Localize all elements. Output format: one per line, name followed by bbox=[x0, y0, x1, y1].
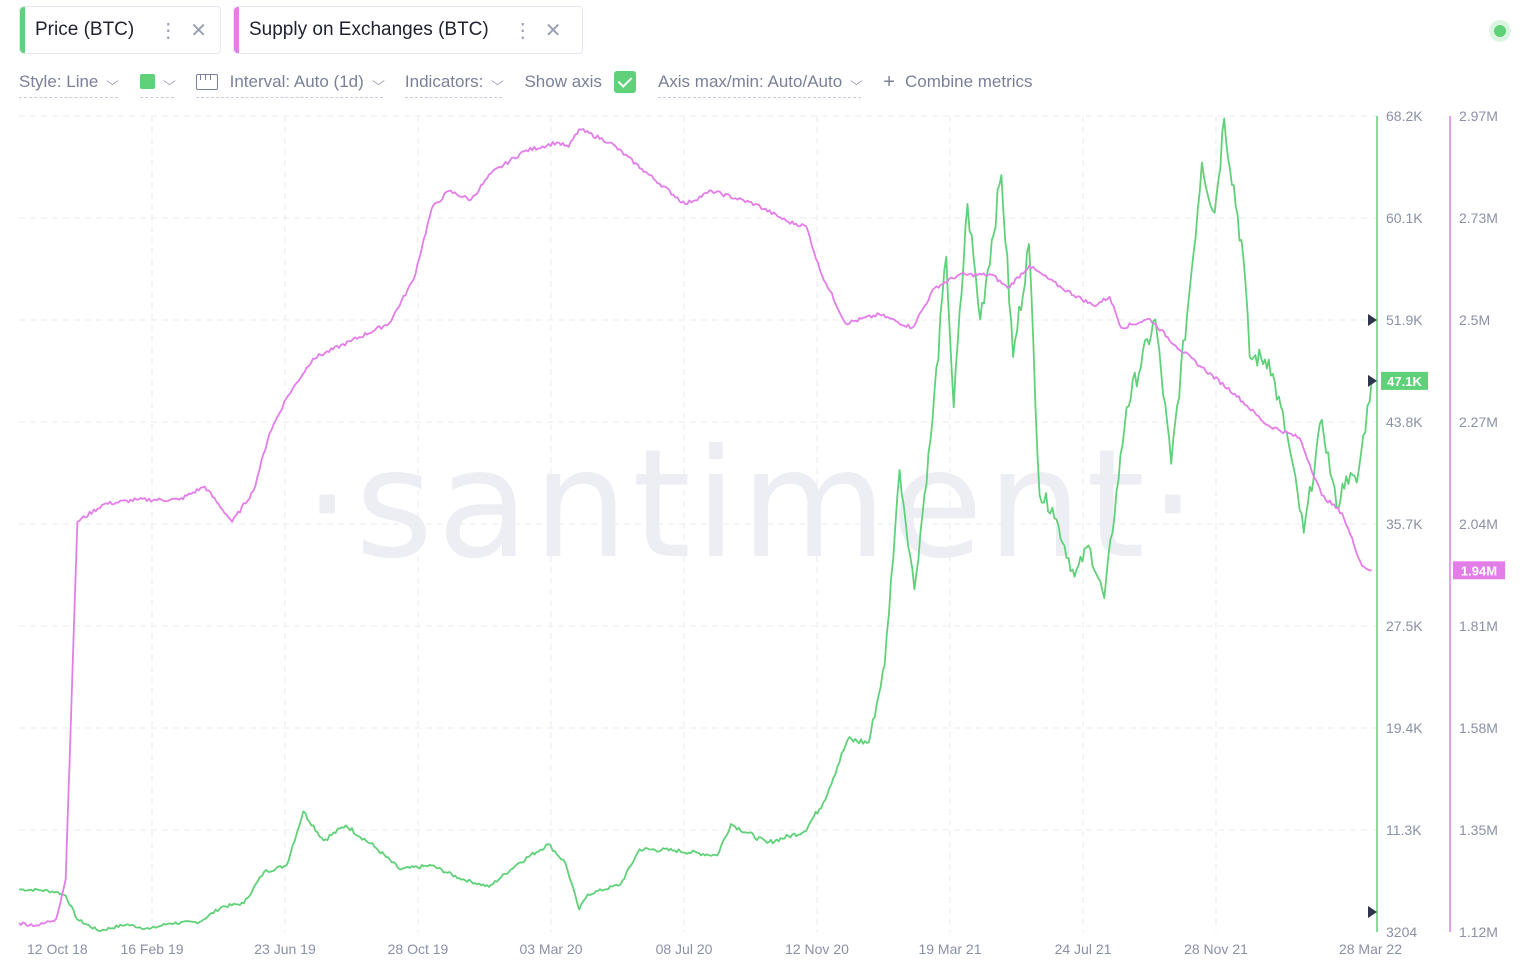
last-price-marker-icon bbox=[1368, 374, 1377, 387]
price-axis-tick: 3204 bbox=[1386, 924, 1417, 940]
price-axis: 68.2K 60.1K 51.9K 43.8K 35.7K 27.5K 19.4K 11.3K… bbox=[1376, 108, 1423, 940]
show-axis-toggle[interactable]: Show axis bbox=[524, 67, 636, 97]
plus-icon: + bbox=[883, 70, 895, 93]
supply-axis-tick: 2.04M bbox=[1459, 516, 1498, 532]
close-icon[interactable]: ✕ bbox=[544, 19, 562, 42]
show-axis-checkbox[interactable] bbox=[613, 71, 636, 93]
supply-axis-tick: 2.27M bbox=[1459, 414, 1498, 430]
x-axis-tick: 03 Mar 20 bbox=[519, 941, 582, 957]
price-marker-icon bbox=[1368, 314, 1377, 326]
metric-label-supply: Supply on Exchanges (BTC) bbox=[249, 19, 489, 40]
x-axis-tick: 19 Mar 21 bbox=[918, 941, 981, 957]
chart-grid bbox=[19, 115, 1377, 932]
supply-axis-tick: 1.58M bbox=[1459, 720, 1498, 736]
axis-markers: 47.1K 1.94M bbox=[1368, 314, 1505, 918]
combine-metrics-label: Combine metrics bbox=[904, 72, 1033, 91]
supply-axis-tick: 2.5M bbox=[1459, 312, 1490, 328]
chevron-down-icon: ⌵ bbox=[371, 74, 385, 88]
price-axis-tick: 51.9K bbox=[1386, 312, 1423, 328]
supply-axis-tick: 2.97M bbox=[1459, 108, 1498, 124]
style-label: Style: Line bbox=[19, 71, 99, 91]
supply-axis-tick: 1.12M bbox=[1459, 924, 1498, 940]
price-axis-tick: 11.3K bbox=[1386, 822, 1422, 838]
x-axis-tick: 23 Jun 19 bbox=[254, 941, 316, 957]
series-lines bbox=[18, 117, 1373, 933]
supply-last-value-label: 1.94M bbox=[1461, 563, 1497, 578]
price-axis-tick: 27.5K bbox=[1386, 618, 1423, 634]
x-axis-tick: 28 Nov 21 bbox=[1184, 941, 1248, 957]
metric-chip-price[interactable]: Price (BTC) ⋮ ✕ bbox=[19, 6, 221, 54]
metric-label-price: Price (BTC) bbox=[35, 19, 135, 40]
price-marker-icon bbox=[1368, 906, 1377, 918]
style-dropdown[interactable]: Style: Line ⌵ bbox=[19, 67, 120, 98]
interval-label: Interval: Auto (1d) bbox=[229, 71, 364, 91]
indicators-label: Indicators: bbox=[404, 71, 484, 91]
chevron-down-icon: ⌵ bbox=[162, 74, 176, 88]
combine-metrics-button[interactable]: + Combine metrics bbox=[883, 67, 1032, 97]
supply-last-value-badge bbox=[1453, 561, 1505, 580]
x-axis-tick: 28 Mar 22 bbox=[1339, 941, 1402, 957]
metric-chip-supply[interactable]: Supply on Exchanges (BTC) ⋮ ✕ bbox=[233, 6, 583, 54]
x-axis-tick: 16 Feb 19 bbox=[120, 941, 183, 957]
price-last-value-label: 47.1K bbox=[1387, 374, 1422, 389]
supply-axis-tick: 1.35M bbox=[1459, 822, 1498, 838]
price-axis-tick: 19.4K bbox=[1386, 720, 1423, 736]
x-axis-tick: 24 Jul 21 bbox=[1055, 941, 1112, 957]
supply-line[interactable] bbox=[18, 128, 1372, 928]
chevron-down-icon: ⌵ bbox=[106, 74, 120, 88]
price-axis-tick: 68.2K bbox=[1386, 108, 1423, 124]
supply-axis: 2.97M 2.73M 2.5M 2.27M 2.04M 1.81M 1.58M 1.35M 1… bbox=[1449, 108, 1498, 940]
close-icon[interactable]: ✕ bbox=[190, 19, 207, 42]
price-axis-tick: 35.7K bbox=[1386, 516, 1423, 532]
axis-maxmin-dropdown[interactable]: Axis max/min: Auto/Auto ⌵ bbox=[657, 67, 864, 98]
metric-color-bar bbox=[234, 7, 239, 53]
color-dropdown[interactable]: ⌵ bbox=[139, 67, 176, 98]
x-axis-tick: 08 Jul 20 bbox=[656, 941, 713, 957]
price-axis-tick: 43.8K bbox=[1386, 414, 1423, 430]
santiment-watermark: ·santiment· bbox=[303, 418, 1200, 592]
x-axis-tick: 28 Oct 19 bbox=[388, 941, 449, 957]
price-line[interactable] bbox=[18, 117, 1373, 933]
chart-toolbar: Style: Line ⌵ ⌵ Interval: Auto (1d) ⌵ In… bbox=[19, 66, 1055, 98]
supply-axis-tick: 2.73M bbox=[1459, 210, 1498, 226]
price-last-value-badge bbox=[1381, 371, 1428, 390]
indicators-dropdown[interactable]: Indicators: ⌵ bbox=[404, 67, 505, 98]
ruler-icon bbox=[195, 73, 218, 90]
status-dot-icon bbox=[1489, 20, 1511, 42]
x-axis-labels: 12 Oct 18 16 Feb 19 23 Jun 19 28 Oct 19 03 M… bbox=[27, 941, 1402, 957]
metric-color-bar bbox=[20, 7, 25, 53]
axis-maxmin-label: Axis max/min: Auto/Auto bbox=[657, 71, 843, 91]
chevron-down-icon: ⌵ bbox=[850, 74, 864, 88]
price-axis-tick: 60.1K bbox=[1386, 210, 1423, 226]
chevron-down-icon: ⌵ bbox=[491, 74, 505, 88]
color-swatch bbox=[139, 74, 155, 89]
supply-axis-tick: 1.81M bbox=[1459, 618, 1498, 634]
x-axis-tick: 12 Oct 18 bbox=[27, 941, 88, 957]
show-axis-label: Show axis bbox=[524, 72, 602, 91]
x-axis-tick: 12 Nov 20 bbox=[785, 941, 849, 957]
interval-dropdown[interactable]: Interval: Auto (1d) ⌵ bbox=[195, 67, 385, 98]
